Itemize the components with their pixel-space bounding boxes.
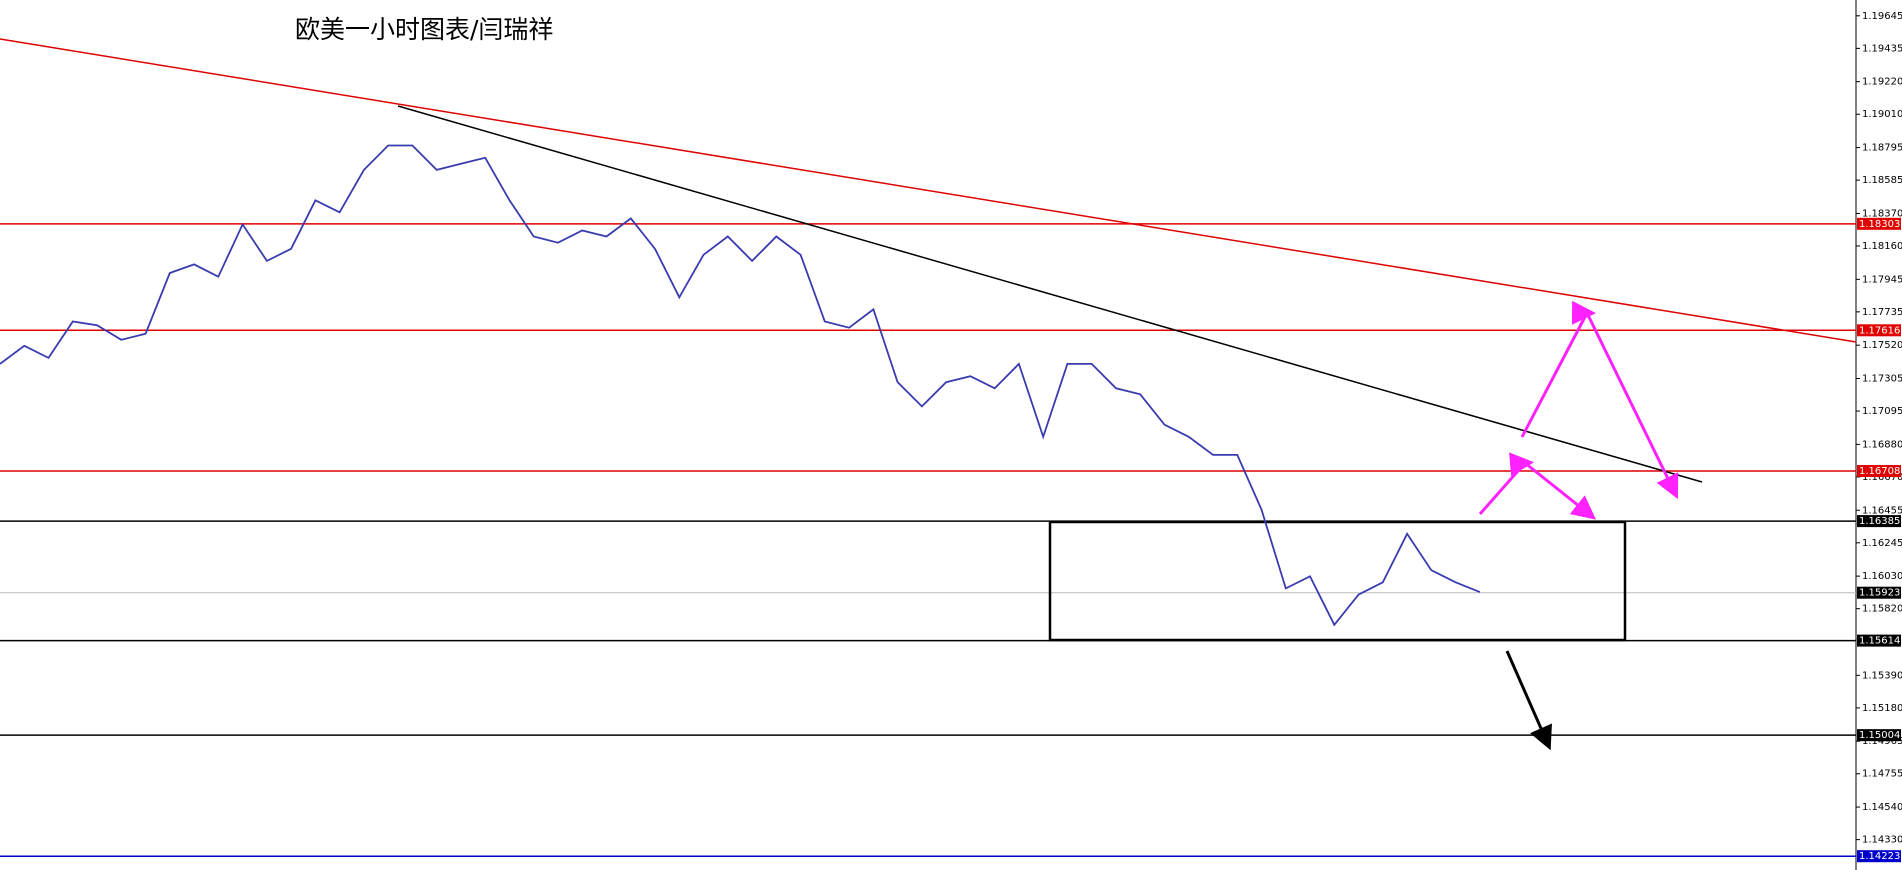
y-tick-label: 1.15820 bbox=[1862, 604, 1902, 615]
y-tick-label: 1.14965 bbox=[1862, 736, 1902, 747]
y-tick-label: 1.17945 bbox=[1862, 274, 1902, 285]
price-line bbox=[0, 144, 1481, 627]
level-label-bg bbox=[1857, 465, 1901, 478]
y-tick-label: 1.15390 bbox=[1862, 670, 1902, 681]
arrow bbox=[1478, 452, 1597, 520]
level-label: 1.16708 bbox=[1859, 466, 1900, 477]
arrow bbox=[1505, 650, 1552, 751]
y-tick-label: 1.16245 bbox=[1862, 538, 1902, 549]
y-tick-label: 1.18370 bbox=[1862, 208, 1902, 219]
level-label: 1.15004 bbox=[1859, 730, 1900, 741]
chart-title: 欧美一小时图表/闫瑞祥 bbox=[295, 15, 553, 44]
y-tick-label: 1.17520 bbox=[1862, 340, 1902, 351]
range-box bbox=[1048, 520, 1627, 642]
level-label-bg bbox=[1857, 729, 1901, 742]
y-tick-label: 1.19435 bbox=[1862, 43, 1902, 54]
y-tick-label: 1.19645 bbox=[1862, 11, 1902, 22]
trend-line bbox=[0, 38, 1857, 343]
trend-line bbox=[397, 105, 1703, 483]
level-label: 1.15614 bbox=[1859, 636, 1900, 647]
y-tick-label: 1.16880 bbox=[1862, 439, 1902, 450]
level-label-bg bbox=[1857, 850, 1901, 863]
level-label-bg bbox=[1857, 324, 1901, 337]
y-tick-label: 1.19220 bbox=[1862, 77, 1902, 88]
y-tick-label: 1.18160 bbox=[1862, 241, 1902, 252]
arrow bbox=[1520, 300, 1679, 500]
level-label-bg bbox=[1857, 634, 1901, 647]
level-label: 1.16385 bbox=[1859, 516, 1900, 527]
y-tick-label: 1.16455 bbox=[1862, 505, 1902, 516]
plot bbox=[0, 144, 1481, 627]
y-tick-label: 1.14330 bbox=[1862, 835, 1902, 846]
level-label: 1.14223 bbox=[1859, 851, 1900, 862]
y-tick-label: 1.16030 bbox=[1862, 571, 1902, 582]
y-tick-label: 1.14755 bbox=[1862, 769, 1902, 780]
level-label-bg bbox=[1857, 217, 1901, 230]
y-tick-label: 1.17305 bbox=[1862, 374, 1902, 385]
level-label-bg bbox=[1857, 586, 1901, 599]
y-tick-label: 1.17735 bbox=[1862, 307, 1902, 318]
y-tick-label: 1.18585 bbox=[1862, 175, 1902, 186]
y-tick-label: 1.19010 bbox=[1862, 109, 1902, 120]
y-tick-label: 1.17095 bbox=[1862, 406, 1902, 417]
y-tick-label: 1.18795 bbox=[1862, 143, 1902, 154]
level-label: 1.17616 bbox=[1859, 325, 1900, 336]
y-tick-label: 1.14540 bbox=[1862, 802, 1902, 813]
y-tick-label: 1.16670 bbox=[1862, 472, 1902, 483]
levels bbox=[0, 223, 1856, 857]
y-tick-label: 1.15180 bbox=[1862, 703, 1902, 714]
level-label: 1.18303 bbox=[1859, 219, 1900, 230]
level-label: 1.15923 bbox=[1859, 588, 1900, 599]
level-label-bg bbox=[1857, 515, 1901, 528]
